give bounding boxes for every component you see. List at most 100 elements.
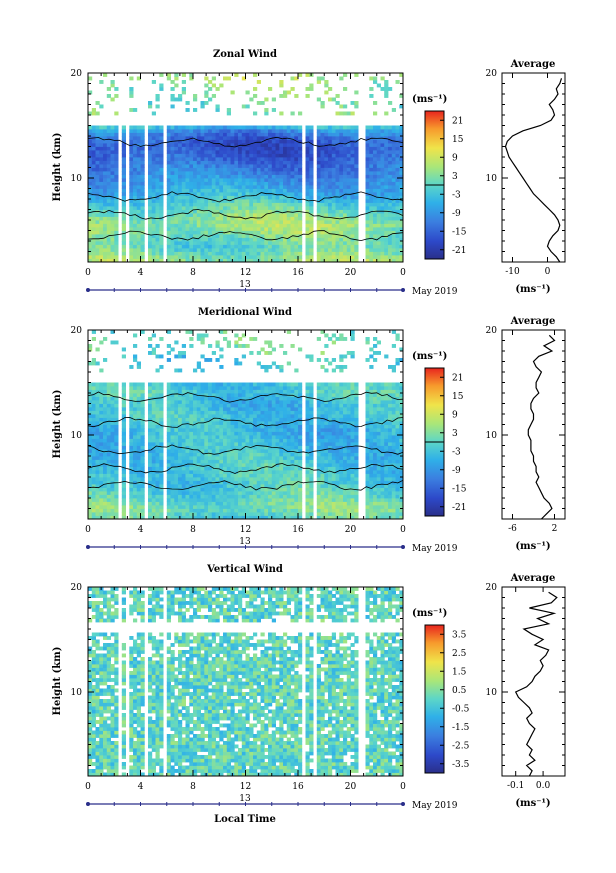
heatmap-cell — [324, 143, 329, 147]
heatmap-cell — [114, 459, 119, 464]
heatmap-cell — [170, 452, 175, 457]
heatmap-cell — [230, 512, 235, 516]
heatmap-cell — [253, 157, 258, 161]
heatmap-cell — [391, 206, 396, 210]
heatmap-cell — [204, 76, 209, 81]
heatmap-cell — [294, 220, 299, 224]
heatmap-cell — [174, 83, 179, 88]
heatmap-cell — [129, 421, 134, 425]
heatmap-cell — [200, 452, 205, 457]
heatmap-cell — [200, 403, 205, 408]
heatmap-cell — [234, 459, 239, 464]
heatmap-cell — [335, 185, 340, 189]
heatmap-cell — [196, 470, 201, 474]
heatmap-cell — [376, 181, 381, 186]
heatmap-cell — [110, 452, 115, 457]
heatmap-cell — [241, 354, 246, 359]
heatmap-cell — [283, 251, 288, 256]
heatmap-cell — [200, 244, 205, 249]
heatmap-cell — [238, 403, 243, 408]
heatmap-cell — [369, 94, 374, 98]
heatmap-cell — [136, 188, 141, 193]
heatmap-cell — [388, 216, 393, 221]
heatmap-cell — [185, 101, 190, 105]
heatmap-cell — [279, 157, 284, 161]
heatmap-cell — [268, 213, 273, 217]
heatmap-cell — [219, 508, 224, 513]
heatmap-cell — [230, 407, 235, 411]
heatmap-cell — [290, 150, 295, 154]
heatmap-cell — [268, 143, 273, 147]
heatmap-cell — [129, 473, 134, 478]
heatmap-cell — [103, 501, 108, 506]
heatmap-cell — [200, 199, 205, 203]
heatmap-cell — [178, 132, 183, 137]
heatmap-cell — [286, 234, 291, 238]
heatmap-cell — [268, 199, 273, 203]
heatmap-cell — [181, 494, 186, 499]
heatmap-cell — [208, 241, 213, 245]
heatmap-cell — [380, 230, 385, 235]
heatmap-cell — [91, 206, 96, 210]
heatmap-cell — [234, 213, 239, 217]
heatmap-cell — [140, 407, 145, 411]
heatmap-cell — [136, 237, 141, 242]
heatmap-cell — [88, 227, 93, 231]
heatmap-cell — [369, 139, 374, 144]
heatmap-cell — [181, 143, 186, 147]
heatmap-cell — [388, 139, 393, 144]
heatmap-cell — [196, 255, 201, 259]
heatmap-cell — [226, 251, 231, 256]
heatmap-cell — [166, 407, 171, 411]
heatmap-cell — [234, 258, 239, 263]
heatmap-cell — [181, 344, 186, 348]
heatmap-cell — [275, 202, 280, 207]
heatmap-cell — [305, 153, 310, 158]
heatmap-cell — [271, 209, 276, 214]
heatmap-cell — [365, 202, 370, 207]
heatmap-cell — [181, 424, 186, 429]
heatmap-cell — [110, 188, 115, 193]
heatmap-cell — [133, 407, 138, 411]
heatmap-cell — [234, 174, 239, 179]
heatmap-cell — [215, 150, 220, 154]
heatmap-cell — [121, 237, 126, 242]
heatmap-cell — [388, 213, 393, 217]
heatmap-cell — [121, 136, 126, 140]
heatmap-cell — [121, 445, 126, 450]
heatmap-cell — [283, 216, 288, 221]
heatmap-cell — [91, 512, 96, 516]
heatmap-cell — [193, 136, 198, 140]
heatmap-cell — [129, 241, 134, 245]
heatmap-cell — [249, 515, 254, 520]
heatmap-cell — [219, 195, 224, 200]
heatmap-cell — [215, 230, 220, 235]
heatmap-cell — [230, 487, 235, 492]
heatmap-cell — [391, 188, 396, 193]
heatmap-cell — [309, 227, 314, 231]
heatmap-cell — [279, 125, 284, 130]
heatmap-cell — [223, 150, 228, 154]
heatmap-cell — [148, 494, 153, 499]
heatmap-cell — [181, 382, 186, 387]
heatmap-cell — [384, 192, 389, 196]
heatmap-cell — [335, 188, 340, 193]
heatmap-cell — [151, 473, 156, 478]
heatmap-cell — [204, 417, 209, 422]
heatmap-cell — [350, 206, 355, 210]
heatmap-cell — [133, 403, 138, 408]
heatmap-cell — [170, 484, 175, 488]
heatmap-cell — [196, 167, 201, 172]
heatmap-cell — [286, 216, 291, 221]
heatmap-cell — [140, 178, 145, 182]
heatmap-cell — [88, 435, 93, 439]
heatmap-cell — [114, 164, 119, 168]
heatmap-cell — [223, 244, 228, 249]
heatmap-cell — [215, 491, 220, 495]
heatmap-cell — [106, 258, 111, 263]
heatmap-cell — [275, 255, 280, 259]
heatmap-cell — [234, 129, 239, 133]
heatmap-cell — [174, 368, 179, 373]
heatmap-cell — [148, 234, 153, 238]
heatmap-cell — [103, 400, 108, 404]
